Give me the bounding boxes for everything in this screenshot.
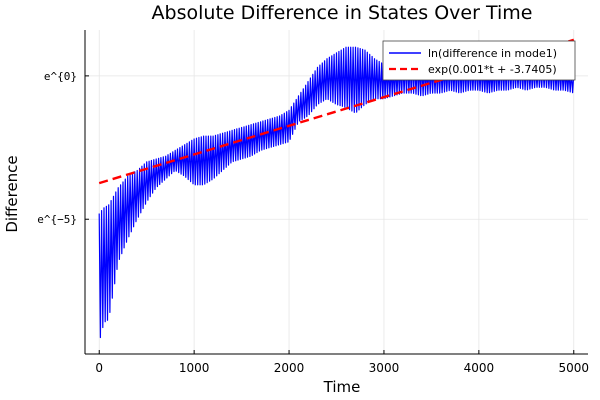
- x-axis-label: Time: [323, 378, 361, 396]
- legend: ln(difference in mode1) exp(0.001*t + -3…: [382, 40, 576, 81]
- x-tick-label: 5000: [558, 361, 589, 375]
- x-tick-label: 2000: [274, 361, 305, 375]
- x-tick-label: 1000: [179, 361, 210, 375]
- axes: [84, 30, 588, 355]
- y-axis-label: Difference: [3, 155, 21, 232]
- ticks: 0 1000 2000 3000 4000 5000 e^{0} e^{−5}: [37, 70, 589, 375]
- legend-entry-mode1: ln(difference in mode1): [428, 47, 557, 60]
- y-tick-label: e^{−5}: [37, 213, 77, 226]
- chart-title: Absolute Difference in States Over Time: [152, 2, 533, 24]
- x-tick-label: 3000: [369, 361, 400, 375]
- y-tick-label: e^{0}: [44, 70, 77, 83]
- legend-box: [382, 40, 576, 81]
- x-tick-label: 0: [95, 361, 103, 375]
- legend-entry-fit: exp(0.001*t + -3.7405): [428, 63, 557, 76]
- series-mode1-line: [98, 46, 575, 339]
- x-tick-label: 4000: [464, 361, 495, 375]
- plot-area: [98, 38, 575, 339]
